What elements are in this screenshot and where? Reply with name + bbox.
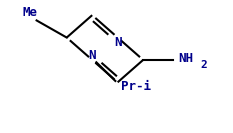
Text: Pr-i: Pr-i [121, 80, 151, 93]
Text: 2: 2 [200, 60, 207, 70]
Text: Me: Me [22, 6, 37, 19]
Text: NH: NH [178, 52, 193, 65]
Text: N: N [89, 49, 96, 62]
Text: N: N [114, 36, 121, 49]
